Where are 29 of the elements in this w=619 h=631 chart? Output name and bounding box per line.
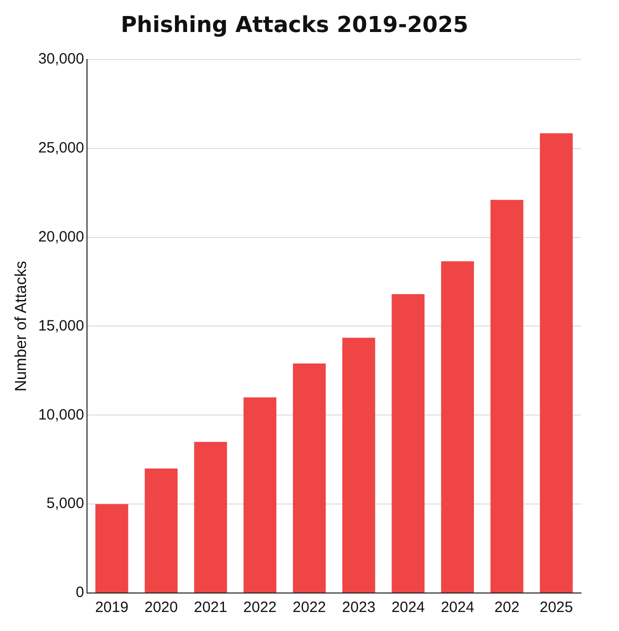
x-tick-label: 2025 <box>540 599 573 616</box>
bar <box>144 468 178 592</box>
x-tick-label: 2020 <box>144 599 178 616</box>
x-tick-label: 202 <box>494 599 520 616</box>
y-tick-label: 15,000 <box>38 317 84 334</box>
y-tick-label: 0 <box>76 584 84 602</box>
x-tick-label: 2021 <box>194 599 228 616</box>
x-tick-label: 2022 <box>292 599 326 616</box>
y-axis-title: Number of Attacks <box>13 260 30 392</box>
bar <box>392 294 425 592</box>
bar <box>441 261 474 592</box>
bar <box>244 397 276 592</box>
y-tick-label: 5,000 <box>46 495 84 512</box>
x-tick-label: 2023 <box>342 599 376 616</box>
chart-title: Phishing Attacks 2019-2025 <box>120 12 468 38</box>
bar <box>490 200 524 592</box>
y-tick-label: 10,000 <box>38 406 84 424</box>
bar <box>95 504 128 592</box>
y-tick-label: 20,000 <box>38 228 84 246</box>
bar <box>540 133 573 592</box>
bar <box>194 442 227 592</box>
x-tick-label: 2022 <box>243 599 277 616</box>
bar <box>342 338 376 592</box>
x-tick-label: 2019 <box>95 599 128 616</box>
bar <box>292 364 326 592</box>
y-tick-label: 25,000 <box>38 139 84 156</box>
y-tick-label: 30,000 <box>38 50 84 68</box>
x-tick-label: 2024 <box>391 599 425 616</box>
x-tick-label: 2024 <box>440 599 474 616</box>
